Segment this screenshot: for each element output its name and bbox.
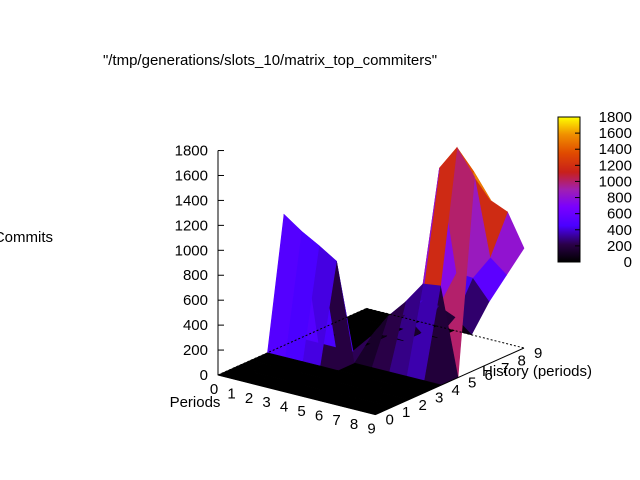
y-tick-label: 1 (402, 404, 410, 421)
colorbar-tick-label: 1400 (599, 141, 632, 158)
z-tick-label: 1400 (175, 192, 208, 209)
back-floor-edge (366, 307, 525, 349)
x-tick-label: 5 (297, 403, 305, 420)
colorbar-tick-label: 1600 (599, 125, 632, 142)
y-axis-line (375, 347, 525, 416)
z-tick-label: 400 (183, 317, 208, 334)
colorbar-tick-label: 1200 (599, 157, 632, 174)
z-tick-label: 1000 (175, 242, 208, 259)
z-tick-label: 800 (183, 267, 208, 284)
z-tick-label: 1200 (175, 217, 208, 234)
x-tick-label: 9 (367, 421, 375, 438)
x-tick-label: 1 (227, 385, 235, 402)
z-tick-label: 1600 (175, 167, 208, 184)
x-tick-label: 2 (245, 390, 253, 407)
y-tick-label: 0 (386, 412, 394, 429)
z-tick-label: 600 (183, 292, 208, 309)
back-floor-edge (217, 307, 367, 376)
x-axis-line (217, 374, 376, 416)
x-tick-label: 7 (332, 412, 340, 429)
z-tick-label: 1800 (175, 143, 208, 160)
colorbar-tick-label: 200 (607, 238, 632, 255)
colorbar-tick-label: 600 (607, 206, 632, 223)
x-tick-label: 0 (210, 381, 218, 398)
surface-mesh (217, 146, 525, 415)
x-tick-label: 4 (280, 399, 288, 416)
colorbar (557, 116, 581, 263)
y-tick-label: 3 (435, 389, 443, 406)
x-axis-label: Periods (170, 394, 221, 411)
y-tick-label: 4 (452, 382, 460, 399)
colorbar-tick-label: 1000 (599, 173, 632, 190)
colorbar-tick-label: 400 (607, 222, 632, 239)
x-tick-label: 3 (262, 394, 270, 411)
y-tick-label: 6 (485, 367, 493, 384)
y-tick-label: 9 (534, 345, 542, 362)
x-tick-label: 8 (350, 416, 358, 433)
colorbar-tick-label: 800 (607, 190, 632, 207)
y-axis-label: History (periods) (482, 363, 592, 380)
z-tick-label: 0 (200, 367, 208, 384)
colorbar-tick-label: 0 (624, 254, 632, 271)
chart-title: "/tmp/generations/slots_10/matrix_top_co… (103, 52, 437, 69)
x-tick-label: 6 (315, 407, 323, 424)
z-axis-label: Commits (0, 229, 53, 246)
colorbar-tick-label: 1800 (599, 109, 632, 126)
y-tick-label: 2 (419, 397, 427, 414)
y-tick-label: 7 (501, 360, 509, 377)
z-tick-label: 200 (183, 342, 208, 359)
axes (217, 150, 525, 416)
y-tick-label: 5 (468, 375, 476, 392)
y-tick-label: 8 (518, 352, 526, 369)
